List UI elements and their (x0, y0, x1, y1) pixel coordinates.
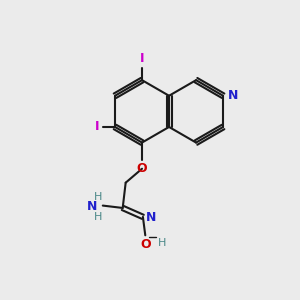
Text: O: O (140, 238, 151, 251)
Text: N: N (146, 211, 156, 224)
Text: O: O (137, 162, 147, 175)
Text: I: I (140, 52, 144, 65)
Text: H: H (94, 212, 103, 222)
Text: N: N (87, 200, 98, 213)
Text: H: H (94, 192, 103, 202)
Text: N: N (228, 89, 238, 102)
Text: I: I (95, 121, 100, 134)
Text: H: H (158, 238, 166, 248)
